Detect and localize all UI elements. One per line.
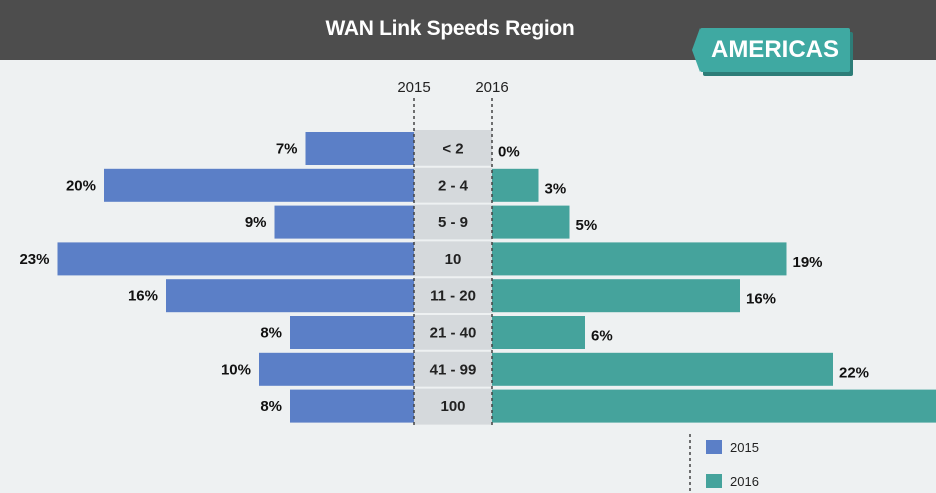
bar-2015-0 (305, 132, 414, 165)
bar-2015-4 (166, 279, 414, 313)
category-label-7: 100 (440, 398, 465, 415)
bar-2015-1 (104, 168, 414, 202)
bar-2015-6 (259, 352, 414, 386)
bar-2015-7 (290, 389, 414, 423)
category-label-5: 21 - 40 (430, 325, 477, 342)
data-label-2015-7: 8% (260, 398, 282, 415)
bar-2016-4 (492, 279, 740, 313)
data-label-2016-3: 19% (793, 254, 823, 271)
category-label-6: 41 - 99 (430, 361, 477, 378)
data-label-2015-4: 16% (128, 288, 158, 305)
data-label-2016-5: 6% (591, 328, 613, 345)
data-label-2015-6: 10% (221, 361, 251, 378)
bar-2015-5 (290, 316, 414, 349)
year-label-2016: 2016 (475, 79, 508, 96)
data-label-2016-1: 3% (545, 180, 567, 197)
data-label-2015-2: 9% (245, 214, 267, 231)
bar-2016-1 (492, 168, 539, 202)
data-label-2015-1: 20% (66, 177, 96, 194)
region-badge: AMERICAS (692, 28, 850, 72)
category-label-3: 10 (445, 251, 462, 268)
category-label-4: 11 - 20 (430, 288, 476, 305)
data-label-2016-0: 0% (498, 144, 520, 161)
bar-2016-7 (492, 389, 936, 423)
bar-2016-5 (492, 316, 585, 349)
legend-swatch-2015 (706, 440, 722, 454)
data-label-2016-6: 22% (839, 364, 869, 381)
legend-label-2015: 2015 (730, 440, 759, 455)
data-label-2015-5: 8% (260, 325, 282, 342)
bar-2015-2 (274, 205, 414, 239)
page-title: WAN Link Speeds Region (325, 17, 575, 40)
bar-2015-3 (57, 242, 414, 276)
bar-2016-6 (492, 352, 833, 386)
legend-label-2016: 2016 (730, 474, 759, 489)
data-label-2016-4: 16% (746, 291, 776, 308)
bar-2016-2 (492, 205, 570, 239)
category-label-1: 2 - 4 (438, 177, 469, 194)
data-label-2015-0: 7% (276, 141, 298, 158)
category-label-0: < 2 (442, 141, 463, 158)
data-label-2015-3: 23% (19, 251, 49, 268)
category-label-2: 5 - 9 (438, 214, 468, 231)
legend-swatch-2016 (706, 474, 722, 488)
data-label-2016-2: 5% (576, 217, 598, 234)
bar-2016-3 (492, 242, 787, 276)
year-label-2015: 2015 (397, 79, 430, 96)
